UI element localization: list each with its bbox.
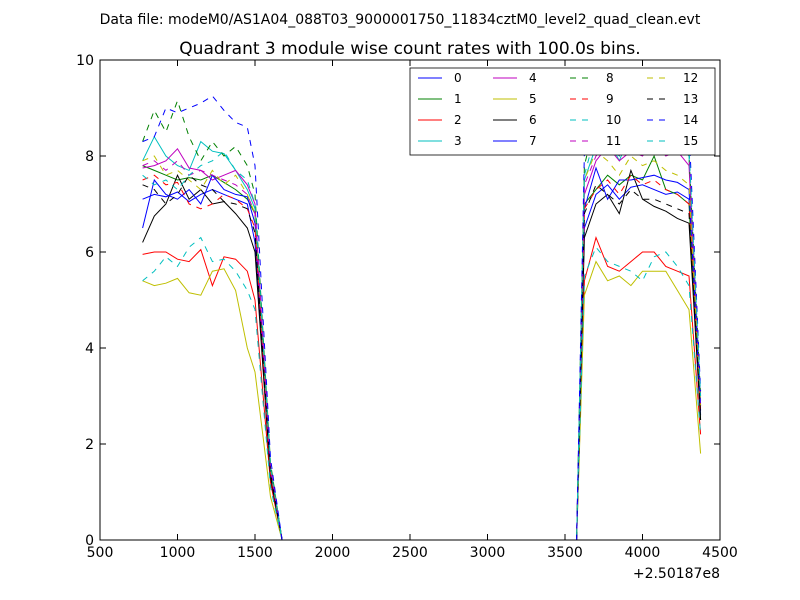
series-line-10 (142, 236, 702, 540)
legend-label-3: 3 (454, 134, 462, 148)
legend-label-7: 7 (529, 134, 537, 148)
x-tick-label: 500 (87, 545, 114, 561)
x-tick-label: 3500 (547, 545, 583, 561)
y-tick-label: 8 (85, 149, 94, 165)
x-tick-label: 1000 (160, 545, 196, 561)
x-tick-label: 2000 (315, 545, 351, 561)
legend-label-10: 10 (606, 113, 621, 127)
series-line-9 (142, 174, 702, 540)
legend-label-15: 15 (683, 134, 698, 148)
x-axis-offset-label: +2.50187e8 (633, 566, 720, 582)
series-line-7 (142, 166, 702, 540)
chart-title: Quadrant 3 module wise count rates with … (179, 39, 640, 59)
y-tick-label: 4 (85, 341, 94, 357)
legend-label-12: 12 (683, 71, 698, 85)
legend-label-1: 1 (454, 92, 462, 106)
legend-label-2: 2 (454, 113, 462, 127)
x-axis: 500 1000 1500 2000 2500 3000 3500 4000 4500 (87, 60, 738, 561)
series-line-6 (142, 168, 702, 540)
legend-label-5: 5 (529, 92, 537, 106)
legend-label-13: 13 (683, 92, 698, 106)
legend-label-6: 6 (529, 113, 537, 127)
legend-label-14: 14 (683, 113, 698, 127)
legend-label-9: 9 (606, 92, 614, 106)
x-tick-label: 1500 (237, 545, 273, 561)
legend-label-4: 4 (529, 71, 537, 85)
x-tick-label: 4500 (702, 545, 738, 561)
y-tick-label: 0 (85, 533, 94, 549)
series-line-12 (142, 150, 702, 540)
y-tick-label: 6 (85, 245, 94, 261)
x-tick-label: 3000 (470, 545, 506, 561)
x-tick-label: 4000 (625, 545, 661, 561)
x-tick-label: 2500 (392, 545, 428, 561)
y-tick-label: 10 (76, 53, 94, 69)
series-line-2 (142, 236, 702, 540)
legend-label-0: 0 (454, 71, 462, 85)
y-tick-label: 2 (85, 437, 94, 453)
series-line-0 (142, 184, 702, 540)
legend-label-8: 8 (606, 71, 614, 85)
suptitle: Data file: modeM0/AS1A04_088T03_90000017… (100, 12, 701, 28)
series-line-1 (142, 154, 702, 540)
series-line-5 (142, 260, 702, 540)
legend-label-11: 11 (606, 134, 621, 148)
